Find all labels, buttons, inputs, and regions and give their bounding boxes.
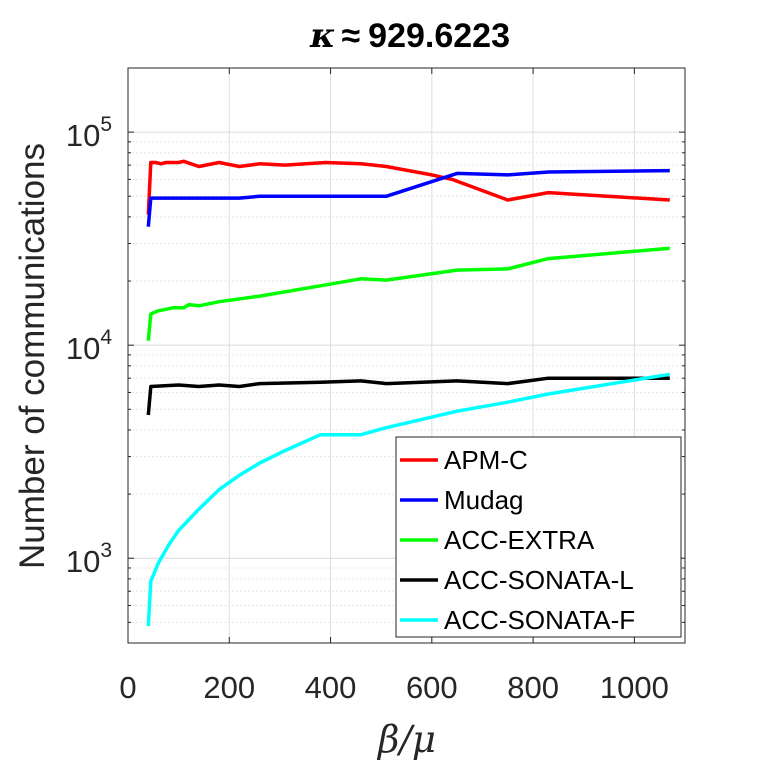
legend-label-apm-c: APM-C (444, 445, 528, 475)
title-symbol: κ (309, 16, 335, 56)
legend-label-acc-sonata-f: ACC-SONATA-F (444, 605, 635, 635)
series-line-acc-sonata-f (146, 372, 671, 627)
series-line-acc-extra (146, 246, 670, 341)
y-tick-labels: 103 104 105 (66, 113, 112, 579)
y-tick-label: 103 (66, 539, 112, 579)
series-line-mudag (146, 168, 670, 227)
series-line-acc-sonata-l (146, 376, 670, 416)
y-axis-label: Number of communications (13, 143, 52, 569)
x-tick-label: 1000 (600, 670, 669, 705)
title-relation: ≈ (342, 17, 361, 55)
x-tick-label: 600 (406, 670, 458, 705)
x-tick-labels: 0 200 400 600 800 1000 (119, 670, 668, 705)
legend-label-mudag: Mudag (444, 485, 524, 515)
x-tick-label: 200 (203, 670, 255, 705)
x-tick-label: 800 (507, 670, 559, 705)
x-tick-label: 0 (119, 670, 136, 705)
y-tick-label: 105 (66, 113, 112, 153)
y-tick-label: 104 (66, 326, 112, 366)
title-value: 929.6223 (368, 17, 510, 55)
series-layer (146, 159, 671, 627)
legend-box (395, 436, 682, 638)
plot-frame (127, 67, 686, 644)
chart-title: κ ≈929.6223 (309, 16, 510, 56)
legend-items: APM-C Mudag ACC-EXTRA ACC-SONATA-L ACC-SONAT… (400, 445, 635, 635)
legend-label-acc-sonata-l: ACC-SONATA-L (444, 565, 634, 595)
x-axis-label: β/μ (376, 718, 436, 760)
x-tick-label: 400 (305, 670, 357, 705)
legend: APM-C Mudag ACC-EXTRA ACC-SONATA-L ACC-SONAT… (395, 436, 682, 638)
legend-label-acc-extra: ACC-EXTRA (444, 525, 595, 555)
series-line-apm-c (146, 159, 670, 215)
